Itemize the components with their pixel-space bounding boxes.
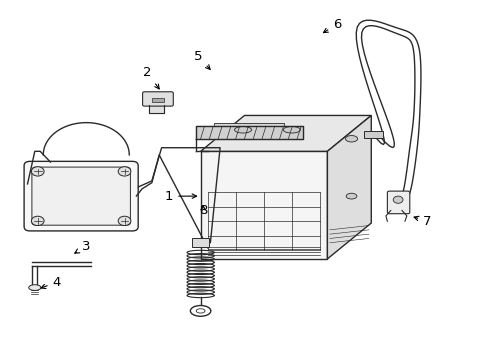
Ellipse shape <box>234 127 251 133</box>
Polygon shape <box>200 116 370 151</box>
Circle shape <box>392 196 402 203</box>
Bar <box>191 238 209 247</box>
Circle shape <box>31 167 44 176</box>
Ellipse shape <box>283 127 300 133</box>
Text: 5: 5 <box>194 50 210 69</box>
Text: 7: 7 <box>413 215 431 228</box>
Bar <box>363 131 383 138</box>
FancyBboxPatch shape <box>24 161 138 231</box>
Polygon shape <box>149 105 163 113</box>
Bar <box>213 123 283 135</box>
Polygon shape <box>327 116 370 259</box>
Ellipse shape <box>196 309 204 313</box>
Ellipse shape <box>190 306 210 316</box>
FancyBboxPatch shape <box>32 167 130 225</box>
Text: 8: 8 <box>199 204 207 217</box>
Circle shape <box>31 216 44 226</box>
Polygon shape <box>195 126 303 139</box>
Text: 4: 4 <box>41 276 61 289</box>
Text: 1: 1 <box>164 190 196 203</box>
FancyBboxPatch shape <box>142 92 173 106</box>
Circle shape <box>118 167 131 176</box>
Ellipse shape <box>29 285 41 291</box>
Text: 6: 6 <box>323 18 341 33</box>
Ellipse shape <box>345 135 357 142</box>
Text: 3: 3 <box>75 240 90 253</box>
Ellipse shape <box>346 193 356 199</box>
Text: 2: 2 <box>142 66 159 89</box>
Polygon shape <box>200 151 327 259</box>
FancyBboxPatch shape <box>386 191 409 214</box>
Bar <box>152 98 163 102</box>
Circle shape <box>118 216 131 226</box>
